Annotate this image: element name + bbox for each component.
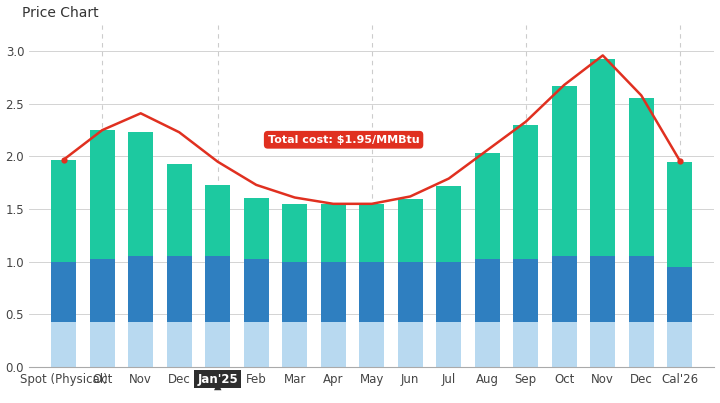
Bar [590,58,616,256]
Bar [282,204,307,262]
Bar [436,262,462,322]
Bar [474,153,500,259]
Bar [397,199,423,262]
Bar [90,322,114,367]
Text: Price Chart: Price Chart [22,6,99,20]
Bar [359,322,384,367]
Bar [51,160,76,262]
Bar [397,262,423,322]
Bar [51,322,76,367]
Bar [167,256,192,322]
Bar [90,259,114,322]
Bar [167,322,192,367]
Bar [90,130,114,259]
Bar [513,125,539,259]
Bar [167,164,192,256]
Bar [205,256,230,322]
Bar [205,322,230,367]
Bar [359,262,384,322]
Bar [359,204,384,262]
Bar [243,197,269,259]
Bar [51,262,76,322]
Text: ▲: ▲ [214,381,222,391]
Bar [667,162,693,267]
Bar [667,322,693,367]
Bar [513,322,539,367]
Bar [474,322,500,367]
Bar [474,259,500,322]
Bar [513,259,539,322]
Bar [128,322,153,367]
Bar [629,98,654,256]
Bar [128,132,153,256]
Bar [436,322,462,367]
Bar [629,256,654,322]
Bar [590,322,616,367]
Bar [436,186,462,262]
Bar [667,267,693,322]
Bar [629,322,654,367]
Bar [243,322,269,367]
Bar [282,262,307,322]
Bar [320,204,346,262]
Text: Total cost: $1.95/MMBtu: Total cost: $1.95/MMBtu [268,135,420,145]
Bar [243,259,269,322]
Bar [320,322,346,367]
Bar [320,262,346,322]
Bar [282,322,307,367]
Bar [552,86,577,256]
Bar [552,322,577,367]
Bar [552,256,577,322]
Bar [397,322,423,367]
Bar [128,256,153,322]
Bar [590,256,616,322]
Bar [205,185,230,256]
